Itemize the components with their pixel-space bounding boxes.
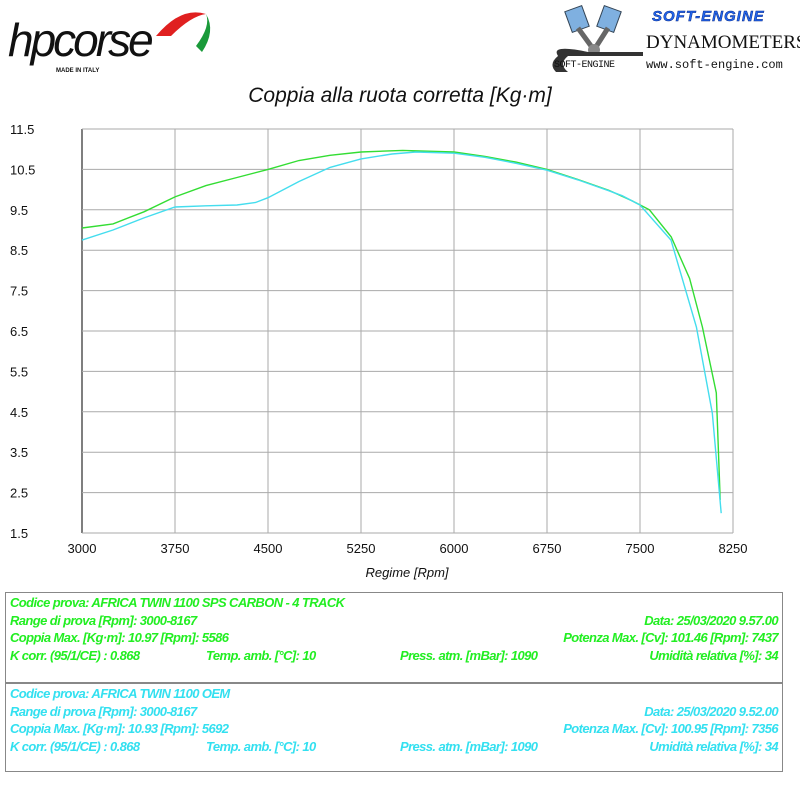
test-data: Data: 25/03/2020 9.57.00	[644, 612, 778, 628]
test-coppia: Coppia Max. [Kg·m]: 10.93 [Rpm]: 5692	[10, 721, 229, 736]
y-tick-label: 7.5	[10, 284, 28, 299]
soft-engine-logo: SOFT-ENGINE DYNAMOMETERS www.soft-engine…	[548, 4, 800, 76]
y-tick-label: 10.5	[10, 162, 35, 177]
x-tick-label: 8250	[719, 541, 748, 556]
y-tick-label: 11.5	[10, 122, 34, 137]
x-tick-label: 5250	[347, 541, 376, 556]
y-tick-label: 3.5	[10, 445, 28, 460]
x-tick-label: 6750	[533, 541, 562, 556]
x-tick-label: 7500	[626, 541, 655, 556]
x-tick-label: 3000	[68, 541, 97, 556]
test-umid: Umidità relativa [%]: 34	[649, 738, 778, 754]
test-codice: Codice prova: AFRICA TWIN 1100 SPS CARBO…	[10, 595, 345, 610]
y-tick-label: 2.5	[10, 486, 28, 501]
series-line-0	[81, 149, 721, 500]
series-line-1	[81, 151, 722, 514]
x-axis-label: Regime [Rpm]	[365, 565, 448, 580]
torque-chart: 3000 3750 4500 5250 6000 6750 7500 8250 11.5 10.5…	[10, 122, 748, 580]
test-range: Range di prova [Rpm]: 3000-8167	[10, 703, 197, 719]
y-tick-label: 1.5	[10, 526, 28, 541]
test-umid: Umidità relativa [%]: 34	[649, 647, 778, 663]
test-potenza: Potenza Max. [Cv]: 101.46 [Rpm]: 7437	[563, 630, 778, 645]
engine-pistons-icon	[552, 4, 643, 72]
y-tick-label: 9.5	[10, 203, 28, 218]
test-data: Data: 25/03/2020 9.52.00	[644, 703, 778, 719]
y-tick-label: 5.5	[10, 364, 28, 379]
hpcorse-logo: hpcorse MADE IN ITALY	[6, 6, 226, 76]
x-tick-label: 6000	[440, 541, 469, 556]
test-press: Press. atm. [mBar]: 1090	[400, 647, 538, 663]
chart-title: Coppia alla ruota corretta [Kg·m]	[248, 84, 552, 107]
test-kcorr: K corr. (95/1/CE) : 0.868	[10, 738, 140, 754]
hpcorse-sub: MADE IN ITALY	[56, 68, 100, 74]
x-tick-label: 4500	[254, 541, 283, 556]
soft-engine-subtitle: DYNAMOMETERS	[646, 32, 800, 53]
test-potenza: Potenza Max. [Cv]: 100.95 [Rpm]: 7356	[563, 721, 778, 736]
test-coppia: Coppia Max. [Kg·m]: 10.97 [Rpm]: 5586	[10, 630, 229, 645]
test-temp: Temp. amb. [°C]: 10	[206, 738, 316, 754]
y-tick-label: 6.5	[10, 324, 28, 339]
y-tick-label: 8.5	[10, 243, 28, 258]
soft-engine-title: SOFT-ENGINE	[652, 8, 765, 26]
x-tick-label: 3750	[161, 541, 190, 556]
test-info-box: Codice prova: AFRICA TWIN 1100 OEM Range …	[5, 683, 783, 772]
test-range: Range di prova [Rpm]: 3000-8167	[10, 612, 197, 628]
test-codice: Codice prova: AFRICA TWIN 1100 OEM	[10, 686, 230, 701]
y-tick-label: 4.5	[10, 405, 28, 420]
soft-engine-url: www.soft-engine.com	[646, 58, 783, 72]
test-press: Press. atm. [mBar]: 1090	[400, 738, 538, 754]
test-info-box: Codice prova: AFRICA TWIN 1100 SPS CARBO…	[5, 592, 783, 683]
test-temp: Temp. amb. [°C]: 10	[206, 647, 316, 663]
flag-swoosh-icon	[156, 12, 211, 52]
test-kcorr: K corr. (95/1/CE) : 0.868	[10, 647, 140, 663]
hpcorse-wordmark: hpcorse	[8, 14, 154, 66]
soft-engine-mark: SOFT-ENGINE	[554, 60, 615, 71]
